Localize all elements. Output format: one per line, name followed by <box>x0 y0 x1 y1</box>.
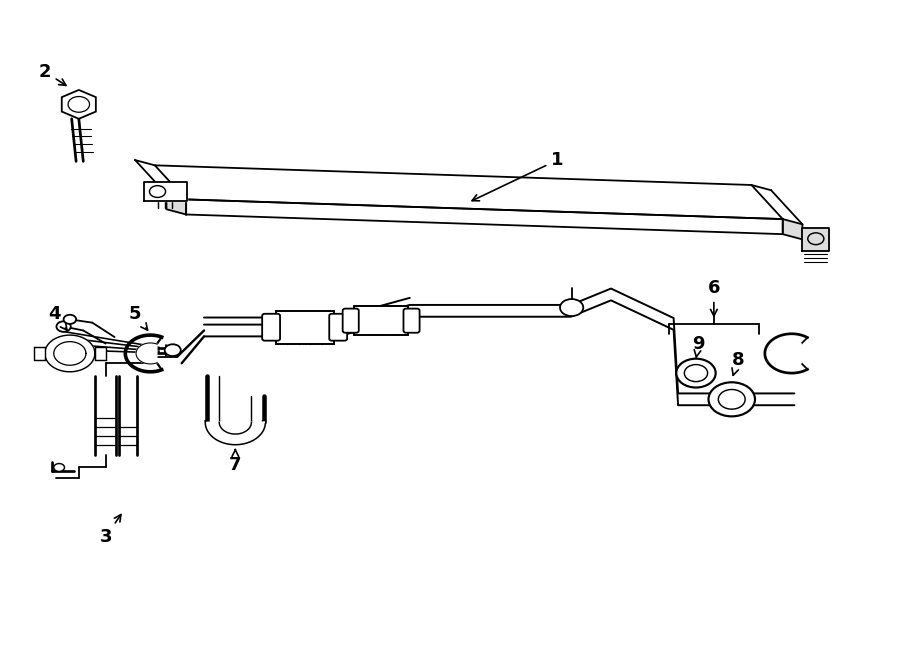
Polygon shape <box>220 422 251 434</box>
Polygon shape <box>186 200 783 234</box>
Polygon shape <box>155 165 783 219</box>
FancyBboxPatch shape <box>262 314 280 340</box>
Text: 4: 4 <box>49 305 67 330</box>
Polygon shape <box>62 90 95 119</box>
Bar <box>34 347 45 360</box>
Polygon shape <box>45 335 94 371</box>
Circle shape <box>808 233 824 245</box>
FancyBboxPatch shape <box>403 309 419 332</box>
Circle shape <box>64 315 76 324</box>
Text: 6: 6 <box>707 279 720 316</box>
Polygon shape <box>144 182 187 202</box>
Circle shape <box>676 359 716 387</box>
Circle shape <box>149 186 166 198</box>
Polygon shape <box>166 194 186 214</box>
Text: 8: 8 <box>732 351 744 375</box>
Text: 1: 1 <box>472 151 563 201</box>
Polygon shape <box>207 422 265 444</box>
Bar <box>94 347 105 360</box>
Text: 5: 5 <box>129 305 148 330</box>
FancyBboxPatch shape <box>329 314 347 340</box>
Circle shape <box>68 97 89 112</box>
Circle shape <box>560 299 583 316</box>
Polygon shape <box>136 343 157 364</box>
Bar <box>355 306 408 335</box>
Circle shape <box>54 463 65 471</box>
Circle shape <box>57 321 71 332</box>
FancyBboxPatch shape <box>343 309 359 332</box>
Text: 7: 7 <box>230 449 241 474</box>
Polygon shape <box>783 219 803 239</box>
Circle shape <box>718 389 745 409</box>
Circle shape <box>684 365 707 381</box>
Text: 2: 2 <box>39 63 66 85</box>
Polygon shape <box>776 342 801 366</box>
Polygon shape <box>803 227 829 251</box>
Circle shape <box>708 382 755 416</box>
Polygon shape <box>54 342 86 366</box>
Text: 3: 3 <box>99 514 121 546</box>
Text: 9: 9 <box>692 334 705 358</box>
Circle shape <box>165 344 181 356</box>
Bar <box>275 311 334 344</box>
